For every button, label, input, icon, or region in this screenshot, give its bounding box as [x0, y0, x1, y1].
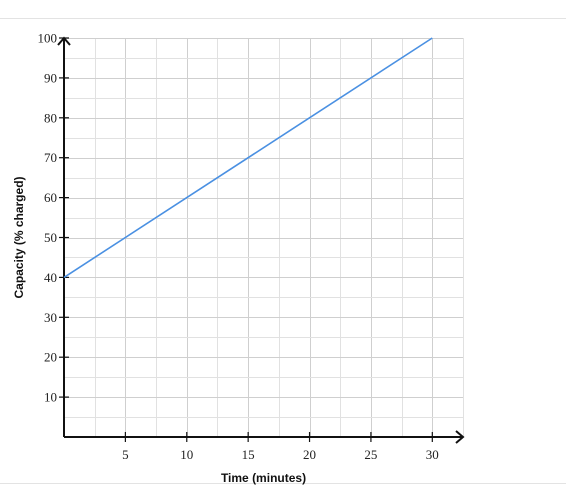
y-tick-label: 40 [44, 270, 57, 285]
y-tick-label: 70 [44, 150, 57, 165]
bottom-divider [0, 483, 566, 484]
x-axis-title: Time (minutes) [221, 471, 306, 485]
y-tick-label: 10 [44, 390, 57, 405]
x-tick-label: 15 [242, 447, 255, 462]
x-tick-label: 25 [364, 447, 377, 462]
x-tick-label: 5 [122, 447, 129, 462]
x-axis-arrow-icon [455, 430, 465, 444]
ticks: 5 10 15 20 25 30 10 20 30 40 50 60 70 80 90 100 [38, 31, 439, 463]
x-tick-label: 20 [303, 447, 316, 462]
y-tick-label: 60 [44, 190, 57, 205]
series [63, 37, 433, 279]
grid [64, 38, 464, 437]
y-tick-label: 20 [44, 350, 57, 365]
y-tick-label: 80 [44, 110, 57, 125]
y-tick-label: 90 [44, 70, 57, 85]
x-tick-label: 10 [180, 447, 193, 462]
series-line [63, 37, 433, 279]
y-tick-label: 100 [38, 31, 58, 46]
y-tick-label: 30 [44, 310, 57, 325]
top-divider [0, 18, 566, 19]
x-tick-label: 30 [426, 447, 439, 462]
y-tick-label: 50 [44, 230, 57, 245]
y-axis-title: Capacity (% charged) [12, 176, 26, 298]
